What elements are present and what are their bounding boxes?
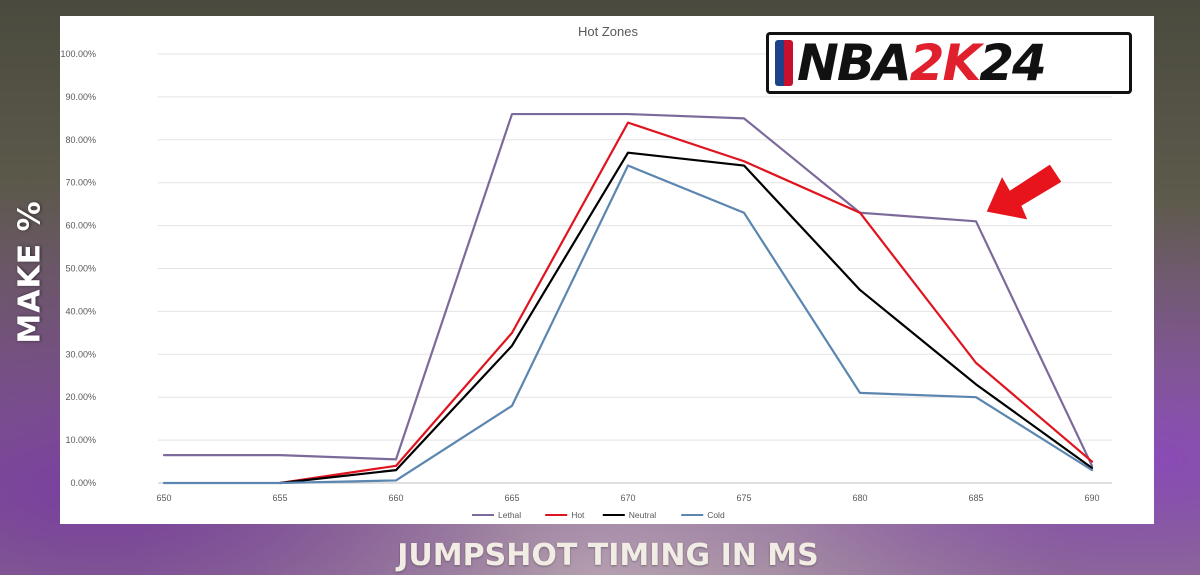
chart-title: Hot Zones	[578, 24, 638, 39]
y-tick-label: 90.00%	[65, 92, 96, 102]
x-tick-label: 655	[272, 493, 287, 503]
y-tick-label: 60.00%	[65, 221, 96, 231]
x-tick-label: 675	[736, 493, 751, 503]
series-line-cold	[162, 164, 1094, 485]
legend-label: Hot	[571, 510, 585, 520]
y-tick-label: 0.00%	[70, 478, 96, 488]
legend: Lethal Hot Neutral Cold	[472, 510, 725, 520]
logo-text: NBA2K24	[797, 34, 1047, 92]
series-line-lethal	[162, 112, 1094, 467]
y-axis-caption: MAKE %	[12, 200, 48, 344]
x-tick-labels: 650 655 660 665 670 675 680 685 690	[156, 493, 1099, 503]
y-tick-label: 30.00%	[65, 349, 96, 359]
y-tick-label: 100.00%	[60, 49, 96, 59]
series-lines	[162, 112, 1094, 485]
y-tick-label: 80.00%	[65, 135, 96, 145]
logo-prefix: NBA	[797, 34, 912, 92]
nba2k24-logo: NBA2K24	[766, 32, 1132, 94]
y-tick-label: 40.00%	[65, 306, 96, 316]
y-tick-label: 20.00%	[65, 392, 96, 402]
series-line-neutral	[278, 151, 1094, 485]
legend-label: Cold	[707, 510, 725, 520]
y-tick-label: 10.00%	[65, 435, 96, 445]
y-tick-label: 50.00%	[65, 264, 96, 274]
x-tick-label: 685	[968, 493, 983, 503]
x-tick-label: 670	[620, 493, 635, 503]
legend-label: Neutral	[629, 510, 657, 520]
x-tick-label: 680	[852, 493, 867, 503]
series-line-hot	[278, 121, 1094, 485]
x-tick-label: 660	[388, 493, 403, 503]
nba-badge-icon	[775, 40, 793, 86]
logo-accent: 2K	[909, 34, 982, 92]
y-tick-label: 70.00%	[65, 178, 96, 188]
x-tick-label: 650	[156, 493, 171, 503]
x-tick-label: 690	[1084, 493, 1099, 503]
legend-label: Lethal	[498, 510, 521, 520]
x-axis-caption: JUMPSHOT TIMING IN MS	[397, 538, 819, 573]
gridlines	[158, 53, 1112, 484]
y-tick-labels: 0.00% 10.00% 20.00% 30.00% 40.00% 50.00% 60.00…	[60, 49, 96, 488]
chart-panel: Hot Zones 0.00% 10.00% 20.00% 30.00% 40.00% 5…	[60, 16, 1154, 524]
red-arrow-icon	[985, 163, 1063, 221]
logo-suffix: 24	[979, 34, 1047, 92]
line-chart: Hot Zones 0.00% 10.00% 20.00% 30.00% 40.00% 5…	[60, 24, 1112, 520]
x-tick-label: 665	[504, 493, 519, 503]
